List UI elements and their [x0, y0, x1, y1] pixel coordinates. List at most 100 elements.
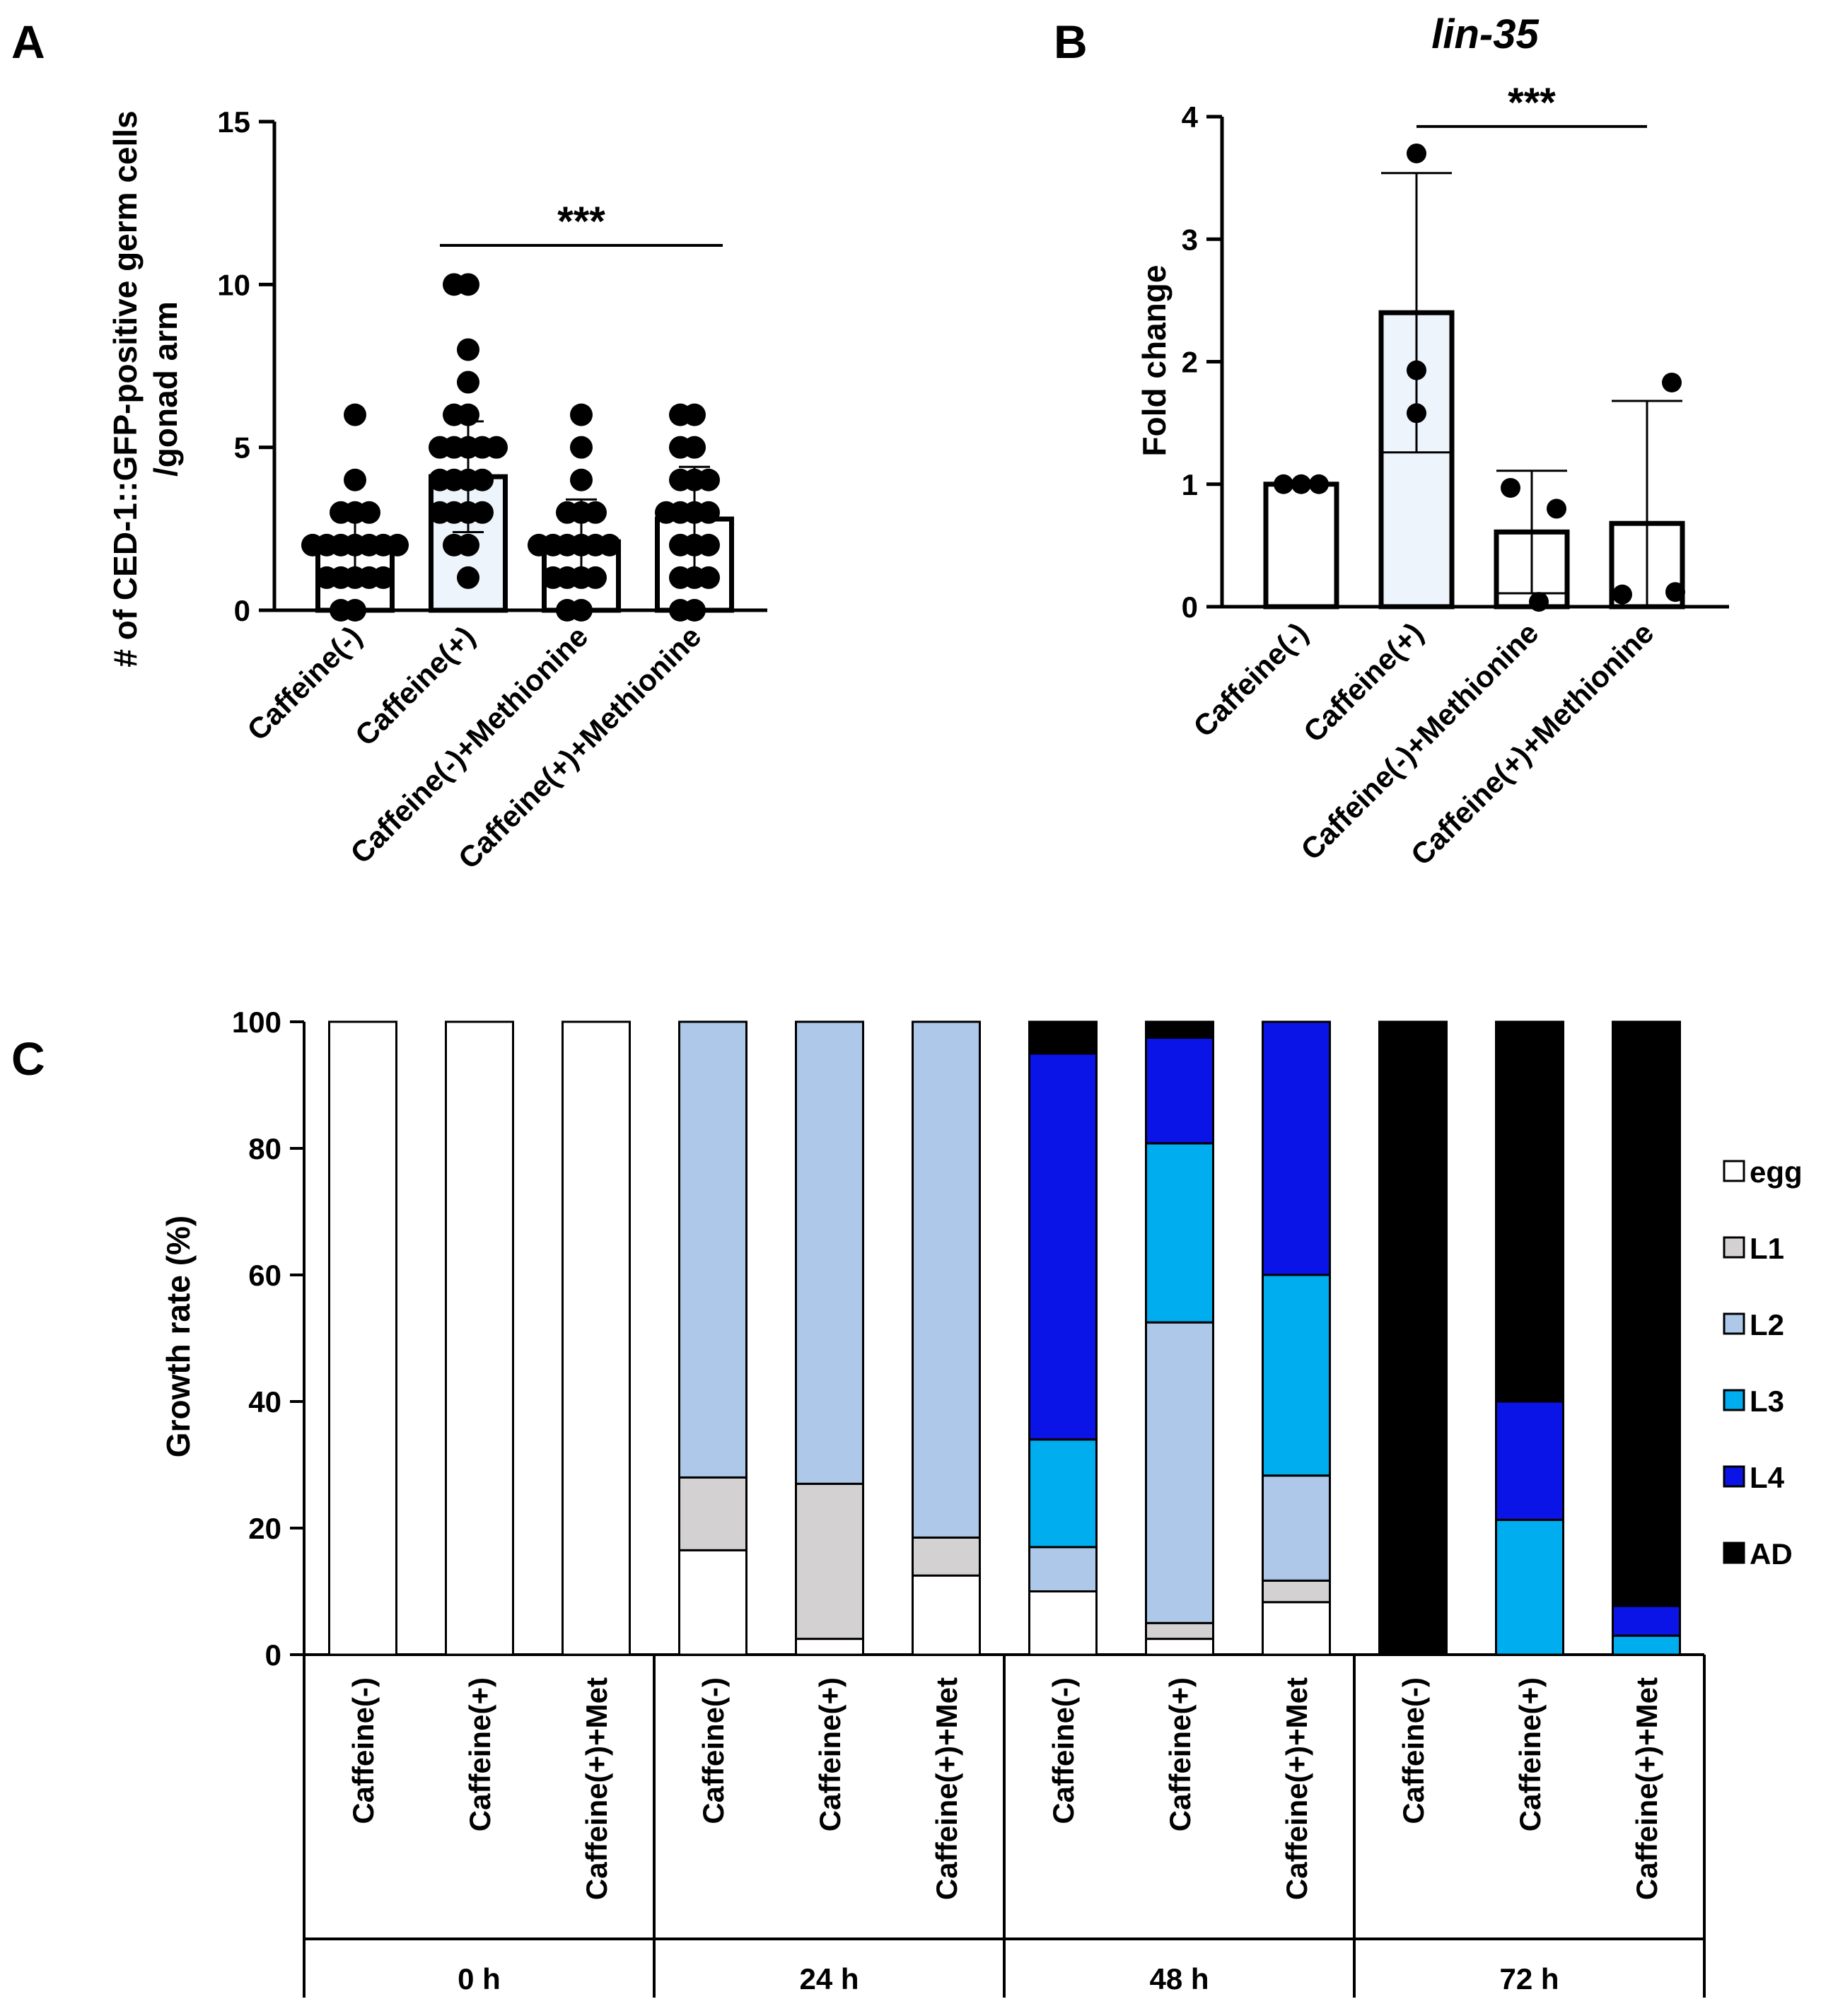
stacked-segment — [1378, 1020, 1448, 1656]
stacked-segment — [1262, 1579, 1331, 1604]
significance-label: *** — [1508, 80, 1556, 126]
group-label: 0 h — [458, 1962, 501, 1995]
legend-swatch — [1723, 1160, 1745, 1182]
data-point — [1612, 584, 1632, 605]
x-category-label: Caffeine(+)+Methionine — [1404, 616, 1660, 872]
stacked-segment — [445, 1020, 514, 1656]
data-point — [429, 436, 451, 459]
data-point — [570, 468, 593, 491]
x-category-label: Caffeine(-)+Methionine — [1294, 616, 1544, 866]
stacked-segment — [912, 1574, 981, 1656]
data-point — [457, 566, 479, 589]
stacked-segment — [678, 1549, 747, 1656]
stacked-segment — [1262, 1601, 1331, 1656]
data-point — [386, 533, 409, 557]
stacked-segment — [1028, 1052, 1098, 1441]
data-point — [542, 566, 564, 589]
y-tick-label: 15 — [217, 105, 250, 139]
stacked-segment — [1612, 1634, 1681, 1656]
x-category-label: Caffeine(+) — [463, 1677, 496, 1831]
data-point — [669, 403, 692, 426]
data-point — [485, 436, 508, 459]
x-category-label: Caffeine(+) — [1513, 1677, 1547, 1831]
data-point — [443, 403, 465, 426]
legend-label: egg — [1750, 1155, 1803, 1189]
y-tick-label: 100 — [232, 1006, 281, 1039]
stacked-segment — [1612, 1604, 1681, 1637]
stacked-segment — [1145, 1020, 1214, 1039]
data-point — [697, 533, 720, 557]
x-category-label: Caffeine(+)+Met — [930, 1677, 963, 1900]
legend-label: L4 — [1750, 1461, 1785, 1494]
panel-b-chart: 01234Caffeine(-)Caffeine(+)Caffeine(-)+M… — [1136, 11, 1729, 872]
data-point — [655, 501, 677, 524]
stacked-segment — [1145, 1621, 1214, 1641]
data-point — [457, 371, 479, 394]
y-tick-label: 2 — [1182, 346, 1198, 379]
x-category-label: Caffeine(-) — [1397, 1677, 1430, 1824]
data-point — [372, 566, 395, 589]
data-point — [471, 468, 494, 491]
stacked-segment — [1495, 1020, 1564, 1403]
data-point — [471, 501, 494, 524]
y-tick-label: 60 — [248, 1259, 281, 1292]
chart-title: lin-35 — [1431, 11, 1539, 57]
stacked-segment — [912, 1536, 981, 1577]
y-tick-label: 10 — [217, 268, 250, 301]
data-point — [1309, 474, 1329, 494]
stacked-segment — [328, 1020, 397, 1656]
legend-swatch — [1723, 1389, 1745, 1411]
stacked-segment — [795, 1482, 864, 1641]
stacked-segment — [678, 1476, 747, 1551]
legend-label: L3 — [1750, 1385, 1784, 1418]
legend-label: AD — [1750, 1537, 1793, 1571]
x-category-label: Caffeine(+) — [1163, 1677, 1197, 1831]
y-tick-label: 80 — [248, 1132, 281, 1165]
x-category-label: Caffeine(+) — [813, 1677, 846, 1831]
stacked-segment — [795, 1020, 864, 1485]
stacked-segment — [1145, 1321, 1214, 1624]
data-point — [1665, 582, 1685, 602]
data-point — [669, 599, 692, 622]
data-point — [344, 468, 366, 491]
panel-letter-a: A — [11, 16, 45, 68]
stacked-segment — [1145, 1638, 1214, 1656]
y-tick-label: 40 — [248, 1385, 281, 1418]
data-point — [1407, 143, 1426, 163]
y-axis-label: # of CED-1::GFP-positive germ cells — [107, 110, 144, 667]
stacked-segment — [1145, 1142, 1214, 1324]
panel-letter-b: B — [1054, 16, 1088, 68]
data-point — [584, 566, 607, 589]
data-point — [344, 403, 366, 426]
panel-letter-c: C — [11, 1032, 45, 1085]
bar — [1263, 482, 1339, 610]
stacked-segment — [562, 1020, 631, 1656]
stacked-segment — [1028, 1590, 1098, 1656]
data-point — [443, 273, 465, 296]
legend-label: L2 — [1750, 1308, 1784, 1341]
data-point — [1529, 592, 1549, 612]
data-point — [330, 599, 352, 622]
data-point — [315, 566, 338, 589]
y-tick-label: 0 — [1182, 590, 1198, 624]
data-point — [570, 436, 593, 459]
data-point — [697, 468, 720, 491]
legend-swatch — [1723, 1465, 1745, 1488]
x-category-label: Caffeine(-) — [1047, 1677, 1080, 1824]
panel-c-chart: 0 20 40 60 80 100 Growth rate (%) Caffeine(-) Ca… — [160, 1006, 1803, 1998]
stacked-segment — [1495, 1518, 1564, 1656]
y-axis-label: Growth rate (%) — [160, 1216, 197, 1457]
y-axis-label: Fold change — [1136, 265, 1173, 457]
data-point — [1501, 477, 1520, 498]
data-point — [457, 338, 479, 361]
stacked-segment — [1028, 1546, 1098, 1593]
y-tick-label: 0 — [234, 594, 250, 627]
data-point — [584, 501, 607, 524]
y-tick-label: 5 — [234, 431, 250, 465]
data-point — [528, 533, 550, 557]
stacked-segment — [1612, 1020, 1681, 1607]
data-point — [570, 403, 593, 426]
stacked-segment — [1145, 1036, 1214, 1145]
data-point — [556, 599, 578, 622]
